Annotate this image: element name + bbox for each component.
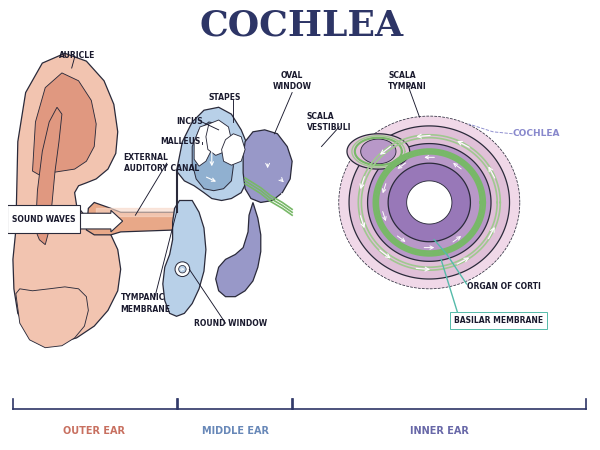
Text: INNER EAR: INNER EAR [410, 426, 469, 436]
Polygon shape [206, 120, 232, 155]
Text: ORGAN OF CORTI: ORGAN OF CORTI [467, 282, 541, 291]
Polygon shape [361, 139, 396, 164]
Text: ROUND WINDOW: ROUND WINDOW [194, 319, 267, 328]
Text: COCHLEA: COCHLEA [512, 129, 560, 138]
Text: STAPES: STAPES [209, 93, 241, 102]
Text: SOUND WAVES: SOUND WAVES [11, 215, 75, 224]
Text: OUTER EAR: OUTER EAR [63, 426, 125, 436]
Polygon shape [194, 124, 214, 166]
Circle shape [175, 262, 190, 277]
Polygon shape [388, 163, 470, 242]
Text: OVAL
WINDOW: OVAL WINDOW [272, 71, 311, 91]
Polygon shape [216, 202, 261, 297]
Text: COCHLEA: COCHLEA [200, 9, 404, 43]
FancyBboxPatch shape [7, 205, 80, 233]
Polygon shape [368, 144, 491, 261]
FancyArrow shape [79, 210, 122, 232]
Circle shape [179, 266, 186, 273]
Polygon shape [192, 122, 233, 191]
Text: BASILAR MEMBRANE: BASILAR MEMBRANE [454, 316, 543, 325]
Polygon shape [35, 107, 62, 245]
Polygon shape [349, 126, 509, 279]
Text: SCALA
TYMPANI: SCALA TYMPANI [388, 71, 427, 91]
Text: AURICLE: AURICLE [59, 51, 95, 60]
Text: INCUS: INCUS [176, 117, 203, 126]
Polygon shape [163, 201, 206, 316]
Polygon shape [16, 287, 88, 348]
Text: SCALA
VESTIBULI: SCALA VESTIBULI [307, 112, 352, 132]
Polygon shape [339, 116, 520, 289]
Polygon shape [13, 53, 121, 343]
Polygon shape [32, 73, 96, 175]
Polygon shape [176, 107, 251, 201]
Text: EXTERNAL
AUDITORY CANAL: EXTERNAL AUDITORY CANAL [124, 153, 199, 173]
Polygon shape [86, 202, 176, 235]
Text: MIDDLE EAR: MIDDLE EAR [202, 426, 269, 436]
Polygon shape [243, 130, 292, 202]
Text: MALLEUS: MALLEUS [160, 137, 200, 146]
Polygon shape [221, 134, 245, 165]
Text: TYMPANIC
MEMBRANE: TYMPANIC MEMBRANE [121, 293, 170, 314]
Polygon shape [407, 181, 452, 224]
Polygon shape [347, 134, 410, 169]
